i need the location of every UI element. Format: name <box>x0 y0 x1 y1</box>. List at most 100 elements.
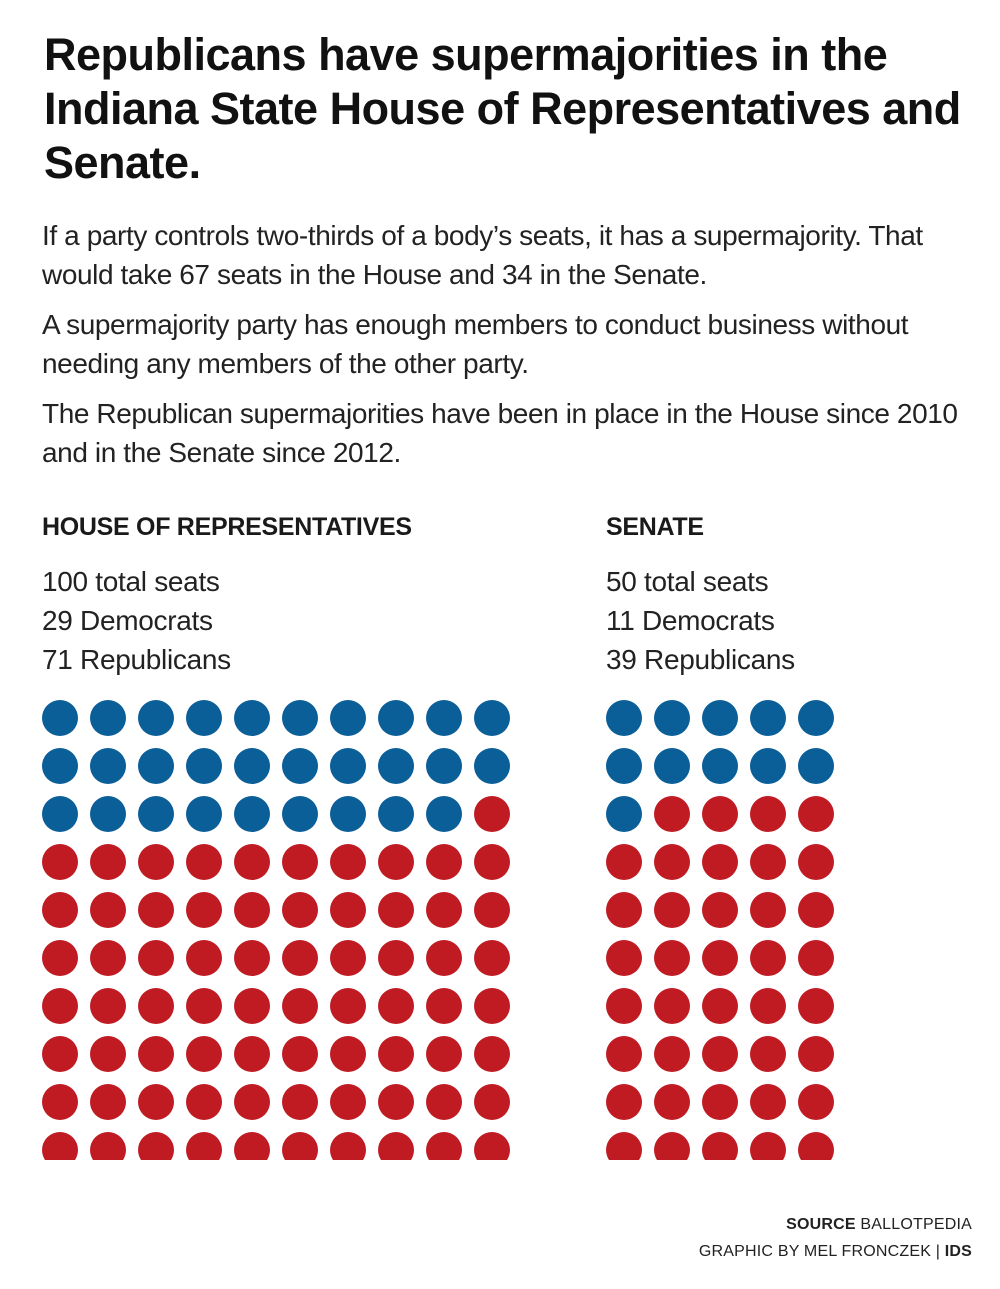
intro-paragraph-3: The Republican supermajorities have been… <box>42 398 958 468</box>
house-republican-seat <box>378 1132 414 1160</box>
house-republican-seat <box>42 1084 78 1120</box>
senate-republican-seat <box>606 988 642 1024</box>
house-summary: HOUSE OF REPRESENTATIVES 100 total seats… <box>42 510 412 679</box>
house-heading: HOUSE OF REPRESENTATIVES <box>42 513 412 541</box>
house-republican-seat <box>282 844 318 880</box>
senate-republican-seat <box>750 892 786 928</box>
house-republican-seat <box>282 940 318 976</box>
house-republican-seat <box>378 988 414 1024</box>
senate-summary: SENATE 50 total seats 11 Democrats 39 Re… <box>606 510 795 679</box>
senate-heading: SENATE <box>606 513 704 541</box>
senate-democrats: 11 Democrats <box>606 605 775 636</box>
senate-republican-seat <box>702 844 738 880</box>
house-republican-seat <box>90 1132 126 1160</box>
house-democrat-seat <box>234 748 270 784</box>
senate-democrat-seat <box>606 748 642 784</box>
senate-republican-seat <box>606 844 642 880</box>
house-republican-seat <box>90 892 126 928</box>
house-republican-seat <box>138 844 174 880</box>
house-republican-seat <box>186 844 222 880</box>
house-republican-seat <box>330 988 366 1024</box>
senate-republican-seat <box>654 1132 690 1160</box>
house-republican-seat <box>90 1084 126 1120</box>
house-democrat-seat <box>90 748 126 784</box>
house-republican-seat <box>186 988 222 1024</box>
house-republican-seat <box>282 1084 318 1120</box>
house-republican-seat <box>330 1084 366 1120</box>
house-republican-seat <box>474 1084 510 1120</box>
house-republican-seat <box>426 940 462 976</box>
house-democrat-seat <box>186 796 222 832</box>
house-republican-seat <box>378 892 414 928</box>
senate-republican-seat <box>798 1084 834 1120</box>
house-republican-seat <box>282 1132 318 1160</box>
senate-republican-seat <box>750 1084 786 1120</box>
senate-republican-seat <box>750 844 786 880</box>
house-democrat-seat <box>138 796 174 832</box>
house-republican-seat <box>234 1036 270 1072</box>
source-label: SOURCE <box>786 1216 856 1233</box>
senate-republican-seat <box>702 1084 738 1120</box>
graphic-by: GRAPHIC BY MEL FRONCZEK | <box>698 1243 945 1260</box>
senate-republican-seat <box>606 940 642 976</box>
credits: SOURCE BALLOTPEDIA GRAPHIC BY MEL FRONCZ… <box>699 1211 972 1265</box>
house-republican-seat <box>42 1036 78 1072</box>
house-republican-seat <box>42 940 78 976</box>
house-republican-seat <box>138 1132 174 1160</box>
senate-republican-seat <box>702 988 738 1024</box>
senate-republican-seat <box>798 892 834 928</box>
house-democrat-seat <box>138 748 174 784</box>
house-democrat-seat <box>90 700 126 736</box>
senate-republican-seat <box>798 796 834 832</box>
house-republican-seat <box>474 988 510 1024</box>
senate-republican-seat <box>654 988 690 1024</box>
house-republican-seat <box>330 844 366 880</box>
house-democrat-seat <box>90 796 126 832</box>
house-democrat-seat <box>42 796 78 832</box>
house-republican-seat <box>378 844 414 880</box>
senate-total-seats: 50 total seats <box>606 566 769 597</box>
senate-republican-seat <box>750 796 786 832</box>
house-republican-seat <box>282 988 318 1024</box>
senate-republican-seat <box>606 1036 642 1072</box>
house-republican-seat <box>90 1036 126 1072</box>
house-republican-seat <box>186 892 222 928</box>
house-democrat-seat <box>474 748 510 784</box>
house-democrat-seat <box>138 700 174 736</box>
senate-republican-seat <box>798 1132 834 1160</box>
senate-democrat-seat <box>798 700 834 736</box>
senate-republican-seat <box>702 1132 738 1160</box>
house-republican-seat <box>330 940 366 976</box>
house-republican-seat <box>90 844 126 880</box>
house-democrat-seat <box>234 796 270 832</box>
senate-democrat-seat <box>606 796 642 832</box>
senate-democrat-seat <box>750 700 786 736</box>
house-republican-seat <box>474 1132 510 1160</box>
house-republican-seat <box>474 940 510 976</box>
senate-republican-seat <box>702 1036 738 1072</box>
house-republican-seat <box>234 1132 270 1160</box>
house-republican-seat <box>90 988 126 1024</box>
house-republican-seat <box>234 988 270 1024</box>
intro-text: If a party controls two-thirds of a body… <box>42 216 982 483</box>
house-republican-seat <box>378 1084 414 1120</box>
house-republican-seat <box>42 892 78 928</box>
senate-democrat-seat <box>606 700 642 736</box>
house-republican-seat <box>426 892 462 928</box>
house-republican-seat <box>90 940 126 976</box>
house-republican-seat <box>426 988 462 1024</box>
senate-republican-seat <box>798 844 834 880</box>
senate-republican-seat <box>654 844 690 880</box>
house-republican-seat <box>330 1132 366 1160</box>
house-democrat-seat <box>282 700 318 736</box>
house-republican-seat <box>234 1084 270 1120</box>
senate-republican-seat <box>606 892 642 928</box>
house-democrat-seat <box>282 796 318 832</box>
house-democrats: 29 Democrats <box>42 605 213 636</box>
house-republican-seat <box>378 1036 414 1072</box>
house-total-seats: 100 total seats <box>42 566 220 597</box>
senate-republican-seat <box>654 940 690 976</box>
source-value: BALLOTPEDIA <box>860 1216 972 1233</box>
house-democrat-seat <box>234 700 270 736</box>
house-democrat-seat <box>426 700 462 736</box>
